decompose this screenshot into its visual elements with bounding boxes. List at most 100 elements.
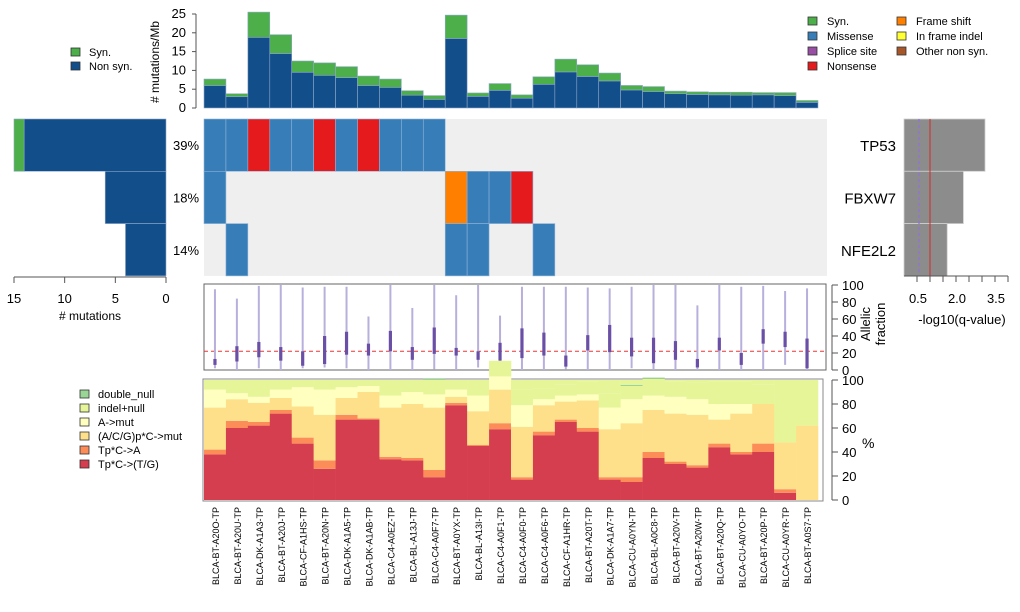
sample-label: BLCA-BT-A20P-TP <box>759 507 769 584</box>
spectrum-segment <box>335 387 358 398</box>
spectrum-segment <box>401 380 424 392</box>
spectrum-segment <box>357 380 380 386</box>
sample-label: BLCA-BT-A0S7-TP <box>803 507 813 584</box>
oncoprint-cell-mis <box>225 118 249 172</box>
rate-bar-nonsyn <box>335 77 358 109</box>
spectrum-segment <box>269 413 293 500</box>
qvalue-x-tick-label: 0.5 <box>909 291 927 306</box>
allelic-fraction-iqr <box>783 331 787 348</box>
spectrum-segment <box>664 381 687 397</box>
spectrum-segment <box>423 378 446 380</box>
spectrum-segment <box>598 429 621 478</box>
spectrum-segment <box>445 405 468 500</box>
spectrum-segment <box>708 447 731 500</box>
spectrum-segment <box>269 410 293 414</box>
mutation-rate-chart: 0 5 10 15 20 25 # mutations/Mb Syn. Non syn. <box>70 6 819 115</box>
rate-bar-syn <box>554 58 578 73</box>
spectrum-segment <box>598 380 621 394</box>
gene-count-chart: 39% 18% 14% 15 10 5 0 # mutations <box>7 118 199 323</box>
spectrum-segment <box>511 405 534 427</box>
sample-label: BLCA-BT-A20J-TP <box>277 507 287 583</box>
sample-label: BLCA-CF-A1HR-TP <box>562 507 572 587</box>
spectrum-segment <box>554 401 578 420</box>
sample-label: BLCA-C4-A0F6-TP <box>540 507 550 584</box>
spectrum-segment <box>708 404 731 420</box>
spectrum-segment <box>752 384 775 404</box>
spectrum-segment <box>642 395 665 410</box>
spectrum-segment <box>598 479 621 500</box>
mutation-type-legend-label: Missense <box>827 31 873 43</box>
allelic-fraction-y-tick-label: 0 <box>842 363 849 378</box>
spectrum-segment <box>664 413 687 462</box>
gene-count-bar <box>125 223 167 277</box>
oncoprint-cell-mis <box>203 171 227 224</box>
spectrum-segment <box>708 381 731 404</box>
spectrum-segment <box>335 414 358 420</box>
spectrum-legend-swatch <box>79 417 90 427</box>
spectrum-segment <box>576 381 600 395</box>
rate-bar-syn <box>708 91 731 96</box>
spectrum-segment <box>774 380 797 443</box>
spectrum-segment <box>554 419 578 422</box>
allelic-fraction-iqr <box>323 336 327 365</box>
spectrum-y-label: % <box>862 435 874 451</box>
rate-bar-nonsyn <box>664 93 687 109</box>
spectrum-segment <box>401 392 424 404</box>
allelic-fraction-y-tick-label: 60 <box>842 312 856 327</box>
spectrum-segment <box>576 431 600 500</box>
oncoprint-cell-mis <box>422 118 446 172</box>
spectrum-segment <box>423 477 446 500</box>
spectrum-segment <box>620 399 643 424</box>
allelic-fraction-iqr <box>344 331 349 355</box>
mutation-spectrum-chart: 0 20 40 60 80 100% double_null indel+null A->mut… <box>79 360 874 588</box>
rate-bar-nonsyn <box>708 94 731 109</box>
spectrum-y-tick-label: 0 <box>842 493 849 508</box>
allelic-fraction-iqr <box>651 337 656 364</box>
allelic-fraction-iqr <box>432 327 436 354</box>
spectrum-legend-swatch <box>79 403 90 413</box>
qvalue-x-tick-label: 3.5 <box>987 291 1005 306</box>
rate-y-label: # mutations/Mb <box>148 21 162 103</box>
rate-bar-nonsyn <box>686 94 709 109</box>
allelic-fraction-iqr <box>498 342 502 361</box>
allelic-fraction-iqr <box>235 346 239 362</box>
qvalue-x-tick-label: 2.0 <box>948 291 966 306</box>
rate-bar-syn <box>729 91 753 96</box>
spectrum-segment <box>730 452 753 455</box>
allelic-fraction-iqr <box>739 353 743 365</box>
spectrum-y-tick-label: 80 <box>842 397 856 412</box>
spectrum-segment <box>247 380 271 397</box>
spectrum-y-tick-label: 60 <box>842 421 856 436</box>
spectrum-segment <box>774 442 797 490</box>
rate-bar-syn <box>247 11 271 38</box>
spectrum-legend-swatch <box>79 389 90 399</box>
spectrum-segment <box>379 456 402 460</box>
allelic-fraction-y-tick-label: 20 <box>842 346 856 361</box>
spectrum-segment <box>423 407 446 470</box>
sample-label: BLCA-CF-A1HS-TP <box>299 507 309 587</box>
oncoprint-cell-mis <box>225 223 249 277</box>
spectrum-segment <box>489 360 512 377</box>
rate-bar-syn <box>335 66 358 78</box>
spectrum-segment <box>686 465 709 468</box>
allelic-fraction-iqr <box>388 330 392 352</box>
spectrum-legend-label: Tp*C->(T/G) <box>98 459 159 471</box>
spectrum-segment <box>598 393 621 408</box>
sample-label: BLCA-BL-A13I-TP <box>474 507 484 581</box>
spectrum-segment <box>204 449 227 455</box>
spectrum-legend-swatch <box>79 431 90 441</box>
rate-bar-syn <box>422 95 446 100</box>
mutation-type-legend-swatch <box>807 61 818 71</box>
spectrum-segment <box>598 407 621 430</box>
rate-bar-syn <box>642 86 665 92</box>
allelic-fraction-y-label-2: fraction <box>873 303 888 346</box>
rate-bar-nonsyn <box>313 74 336 109</box>
rate-y-tick-label: 20 <box>172 25 186 40</box>
allelic-fraction-y-tick-label: 100 <box>842 278 864 293</box>
rate-y-tick-label: 15 <box>172 44 186 59</box>
spectrum-segment <box>576 394 600 401</box>
spectrum-segment <box>291 380 314 388</box>
rate-bar-nonsyn <box>203 85 227 109</box>
spectrum-segment <box>796 425 819 500</box>
spectrum-segment <box>664 464 687 500</box>
